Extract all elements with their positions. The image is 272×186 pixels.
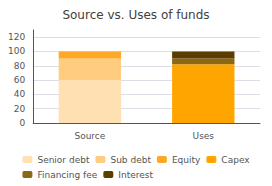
svg-text:Interest: Interest — [118, 170, 153, 180]
svg-text:Sub debt: Sub debt — [110, 155, 151, 165]
svg-text:Capex: Capex — [221, 155, 250, 165]
svg-text:60: 60 — [14, 75, 26, 85]
svg-text:Source vs. Uses of funds: Source vs. Uses of funds — [62, 8, 209, 22]
svg-text:Financing fee: Financing fee — [37, 170, 97, 180]
svg-text:20: 20 — [14, 104, 26, 114]
svg-text:40: 40 — [14, 89, 26, 99]
svg-text:80: 80 — [14, 61, 26, 71]
svg-text:Source: Source — [74, 131, 105, 141]
svg-text:0: 0 — [19, 118, 25, 128]
svg-text:Senior debt: Senior debt — [37, 155, 89, 165]
svg-text:Uses: Uses — [193, 131, 215, 141]
svg-text:Equity: Equity — [172, 155, 201, 165]
svg-text:100: 100 — [8, 46, 25, 56]
svg-text:120: 120 — [8, 32, 25, 42]
